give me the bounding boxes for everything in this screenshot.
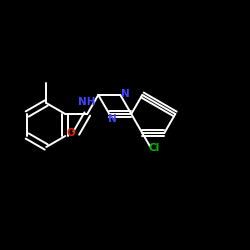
Text: O: O (66, 128, 75, 138)
Text: Cl: Cl (149, 144, 160, 154)
Text: N: N (108, 114, 117, 124)
Text: NH: NH (78, 98, 95, 108)
Text: N: N (121, 89, 130, 99)
